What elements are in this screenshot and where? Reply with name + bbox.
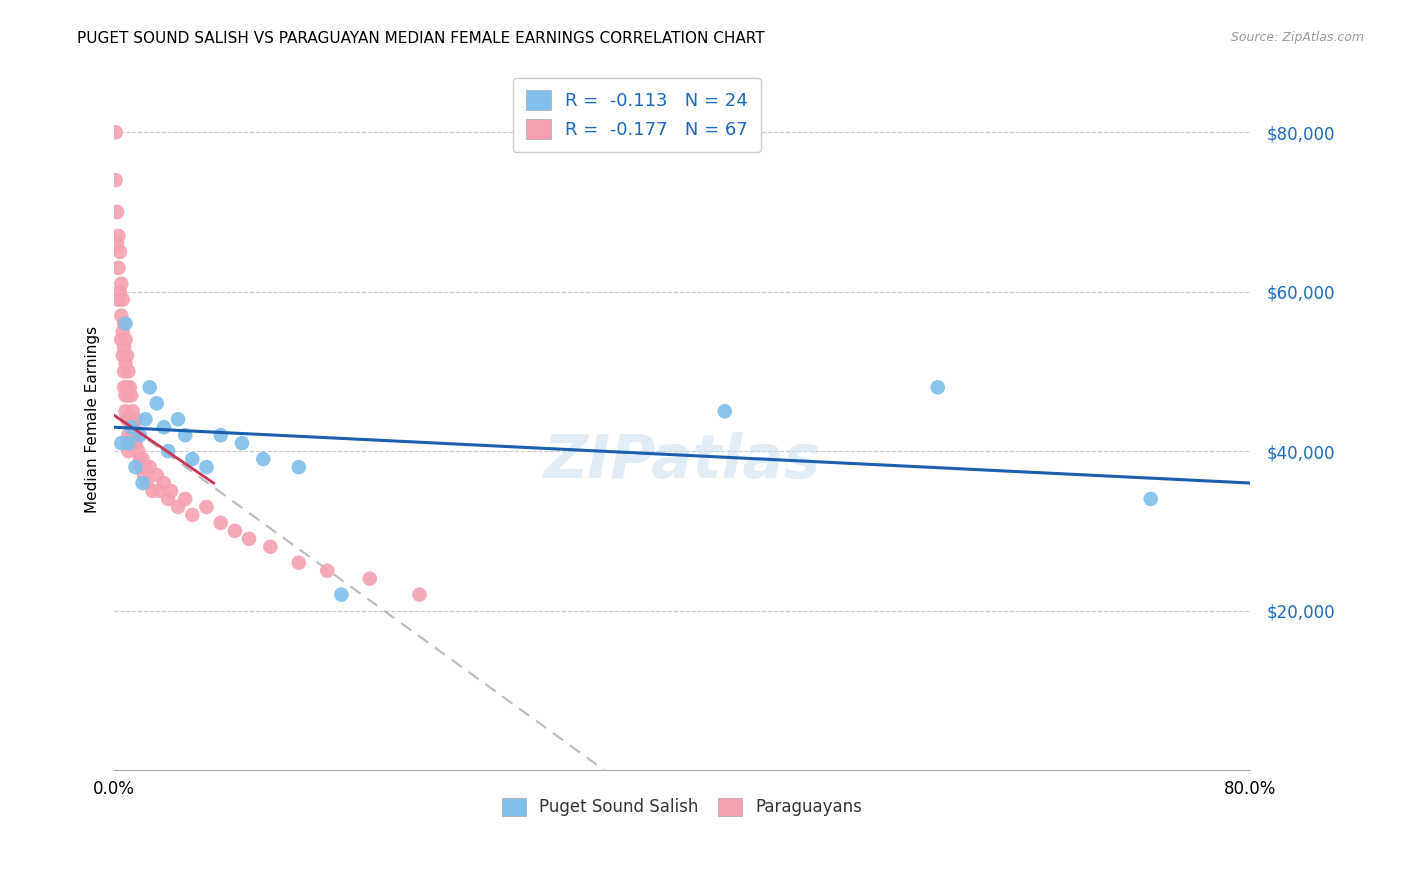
Point	[112, 341, 135, 355]
Point	[128, 428, 150, 442]
Point	[115, 412, 138, 426]
Point	[127, 444, 149, 458]
Point	[117, 364, 139, 378]
Point	[174, 428, 197, 442]
Point	[114, 388, 136, 402]
Point	[238, 532, 260, 546]
Text: ZIPatlas: ZIPatlas	[544, 432, 821, 491]
Point	[110, 333, 132, 347]
Point	[107, 293, 129, 307]
Point	[114, 356, 136, 370]
Point	[111, 349, 134, 363]
Point	[120, 420, 142, 434]
Point	[157, 491, 180, 506]
Point	[121, 404, 143, 418]
Point	[104, 125, 127, 139]
Point	[117, 436, 139, 450]
Point	[114, 317, 136, 331]
Point	[1139, 491, 1161, 506]
Point	[195, 500, 218, 514]
Point	[131, 476, 153, 491]
Point	[110, 436, 132, 450]
Point	[105, 205, 128, 219]
Point	[131, 452, 153, 467]
Point	[174, 491, 197, 506]
Point	[125, 428, 148, 442]
Point	[288, 556, 311, 570]
Point	[117, 388, 139, 402]
Point	[134, 460, 156, 475]
Point	[108, 244, 131, 259]
Point	[118, 380, 141, 394]
Point	[110, 309, 132, 323]
Point	[231, 436, 253, 450]
Point	[167, 412, 190, 426]
Point	[122, 420, 145, 434]
Point	[108, 285, 131, 299]
Y-axis label: Median Female Earnings: Median Female Earnings	[86, 326, 100, 513]
Point	[111, 325, 134, 339]
Point	[316, 564, 339, 578]
Point	[288, 460, 311, 475]
Point	[195, 460, 218, 475]
Point	[120, 420, 142, 434]
Point	[359, 572, 381, 586]
Point	[153, 476, 176, 491]
Point	[118, 412, 141, 426]
Point	[146, 396, 169, 410]
Point	[124, 436, 146, 450]
Point	[128, 452, 150, 467]
Point	[104, 173, 127, 187]
Point	[224, 524, 246, 538]
Legend: Puget Sound Salish, Paraguayans: Puget Sound Salish, Paraguayans	[494, 789, 870, 825]
Point	[115, 380, 138, 394]
Point	[132, 468, 155, 483]
Text: Source: ZipAtlas.com: Source: ZipAtlas.com	[1230, 31, 1364, 45]
Point	[138, 380, 160, 394]
Point	[107, 260, 129, 275]
Point	[117, 412, 139, 426]
Point	[330, 588, 353, 602]
Point	[160, 483, 183, 498]
Point	[157, 444, 180, 458]
Point	[181, 508, 204, 522]
Point	[408, 588, 430, 602]
Point	[115, 349, 138, 363]
Point	[135, 476, 157, 491]
Point	[105, 236, 128, 251]
Point	[209, 516, 232, 530]
Point	[117, 444, 139, 458]
Point	[927, 380, 949, 394]
Point	[114, 333, 136, 347]
Point	[129, 460, 152, 475]
Point	[114, 404, 136, 418]
Point	[134, 412, 156, 426]
Point	[107, 228, 129, 243]
Point	[111, 293, 134, 307]
Point	[181, 452, 204, 467]
Point	[121, 428, 143, 442]
Point	[153, 420, 176, 434]
Point	[713, 404, 735, 418]
Point	[112, 380, 135, 394]
Point	[167, 500, 190, 514]
Point	[120, 388, 142, 402]
Point	[124, 460, 146, 475]
Point	[141, 483, 163, 498]
Point	[149, 483, 172, 498]
Point	[259, 540, 281, 554]
Text: PUGET SOUND SALISH VS PARAGUAYAN MEDIAN FEMALE EARNINGS CORRELATION CHART: PUGET SOUND SALISH VS PARAGUAYAN MEDIAN …	[77, 31, 765, 46]
Point	[112, 317, 135, 331]
Point	[117, 428, 139, 442]
Point	[252, 452, 274, 467]
Point	[209, 428, 232, 442]
Point	[112, 364, 135, 378]
Point	[146, 468, 169, 483]
Point	[138, 460, 160, 475]
Point	[110, 277, 132, 291]
Point	[124, 412, 146, 426]
